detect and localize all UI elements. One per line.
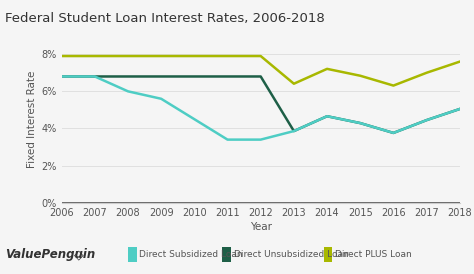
Text: Direct PLUS Loan: Direct PLUS Loan xyxy=(335,250,412,259)
Text: Federal Student Loan Interest Rates, 2006-2018: Federal Student Loan Interest Rates, 200… xyxy=(5,12,325,25)
X-axis label: Year: Year xyxy=(250,222,272,232)
Text: Direct Unsubsidized Loan: Direct Unsubsidized Loan xyxy=(234,250,348,259)
Text: ◇: ◇ xyxy=(73,248,83,261)
Text: Direct Subsidized Loan: Direct Subsidized Loan xyxy=(139,250,243,259)
Text: ValuePenguin: ValuePenguin xyxy=(5,248,95,261)
Y-axis label: Fixed Interest Rate: Fixed Interest Rate xyxy=(27,70,37,168)
